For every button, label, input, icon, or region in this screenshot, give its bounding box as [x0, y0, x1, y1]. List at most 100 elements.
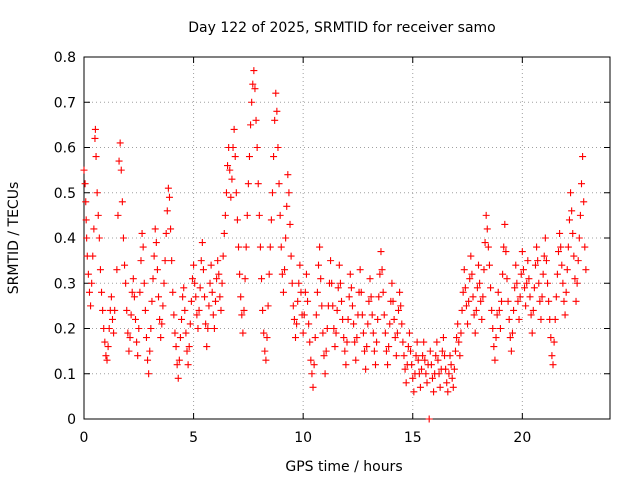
- data-point: [519, 266, 527, 274]
- data-point: [254, 180, 262, 188]
- data-point: [300, 311, 308, 319]
- data-point: [89, 252, 97, 260]
- data-point: [453, 334, 461, 342]
- data-point: [514, 297, 522, 305]
- data-point: [535, 279, 543, 287]
- data-point: [481, 239, 489, 247]
- data-point: [396, 288, 404, 296]
- data-point: [459, 288, 467, 296]
- data-point: [195, 306, 203, 314]
- data-point: [164, 184, 172, 192]
- data-point: [321, 370, 329, 378]
- data-point: [275, 180, 283, 188]
- data-point: [242, 243, 250, 251]
- data-point: [506, 334, 514, 342]
- data-point: [197, 257, 205, 265]
- data-point: [478, 315, 486, 323]
- data-point: [570, 252, 578, 260]
- data-point: [87, 302, 95, 310]
- data-point: [91, 134, 99, 142]
- data-point: [135, 325, 143, 332]
- data-point: [187, 297, 195, 305]
- data-point: [357, 288, 365, 296]
- data-point: [217, 306, 225, 314]
- data-point: [152, 239, 160, 247]
- data-point: [145, 370, 153, 378]
- data-point: [247, 121, 255, 129]
- data-point: [347, 284, 355, 292]
- data-point: [224, 162, 232, 170]
- data-point: [549, 361, 557, 369]
- data-point: [556, 229, 564, 237]
- data-point: [579, 153, 587, 161]
- data-point: [485, 261, 493, 269]
- data-point: [122, 279, 130, 287]
- data-point: [499, 270, 507, 278]
- data-point: [278, 270, 286, 278]
- data-point: [103, 356, 111, 364]
- data-point: [126, 334, 134, 342]
- data-point: [216, 293, 224, 301]
- y-tick-label: 0.1: [54, 367, 76, 383]
- data-point: [477, 297, 485, 305]
- data-point: [434, 356, 442, 364]
- data-point: [227, 193, 235, 201]
- data-point: [270, 153, 278, 161]
- data-point: [202, 320, 210, 328]
- data-point: [513, 279, 521, 287]
- grid-lines: [84, 57, 610, 419]
- data-point: [327, 257, 335, 265]
- data-point: [402, 379, 410, 387]
- data-point: [473, 284, 481, 292]
- data-point: [319, 329, 327, 337]
- data-point: [332, 329, 340, 337]
- data-point: [539, 270, 547, 278]
- data-point: [173, 361, 181, 369]
- data-point: [454, 320, 462, 328]
- data-point: [84, 270, 92, 278]
- data-point: [526, 293, 534, 301]
- x-axis-label: GPS time / hours: [285, 459, 402, 475]
- data-point: [569, 229, 577, 237]
- data-point: [313, 288, 321, 296]
- data-point: [136, 288, 144, 296]
- data-point: [541, 234, 549, 242]
- data-point: [425, 415, 433, 423]
- data-point: [233, 216, 241, 224]
- data-point: [213, 275, 221, 283]
- data-point: [540, 252, 548, 260]
- data-point: [167, 225, 175, 233]
- data-point: [542, 257, 550, 265]
- data-point: [423, 379, 431, 387]
- data-point: [196, 284, 204, 292]
- data-point: [444, 388, 452, 396]
- data-point: [245, 153, 253, 161]
- data-point: [101, 338, 109, 346]
- data-point: [333, 306, 341, 314]
- data-point: [82, 198, 90, 206]
- data-point: [175, 356, 183, 364]
- data-point: [117, 166, 125, 174]
- y-tick-label: 0.2: [54, 322, 76, 338]
- data-point: [450, 365, 458, 373]
- data-point: [381, 329, 389, 337]
- data-point: [435, 370, 443, 378]
- y-tick-label: 0.7: [54, 95, 76, 111]
- data-point: [238, 311, 246, 319]
- data-point: [397, 302, 405, 310]
- data-point: [192, 293, 200, 301]
- data-point: [559, 279, 567, 287]
- data-point: [508, 329, 516, 337]
- data-point: [359, 329, 367, 337]
- data-point: [348, 302, 356, 310]
- data-point: [573, 279, 581, 287]
- data-point: [214, 257, 222, 265]
- data-point: [235, 243, 243, 251]
- data-point: [185, 343, 193, 351]
- data-point: [330, 325, 338, 332]
- data-point: [493, 311, 501, 319]
- data-point: [426, 347, 434, 355]
- data-point: [124, 329, 132, 337]
- data-point: [558, 261, 566, 269]
- data-point: [476, 279, 484, 287]
